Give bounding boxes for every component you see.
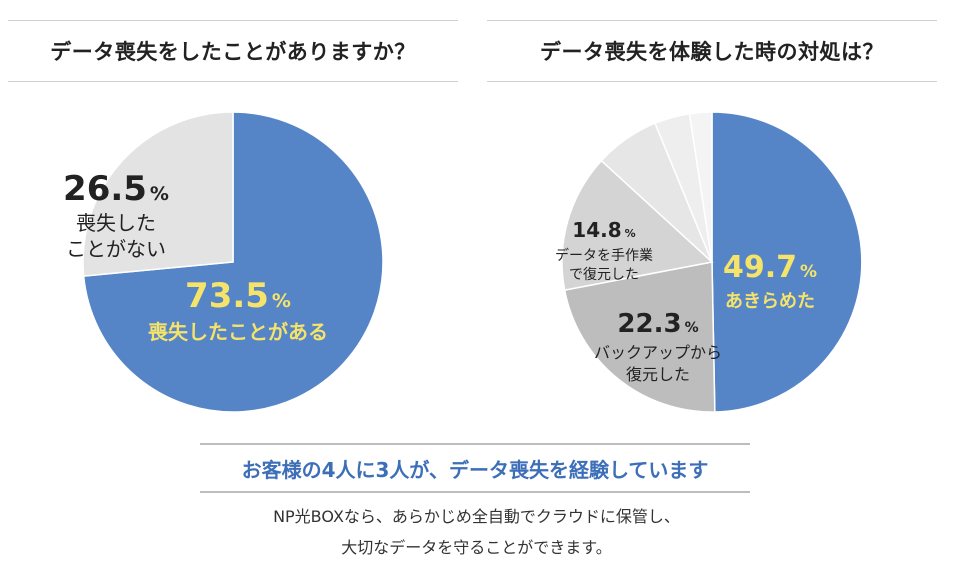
callout-banner: お客様の4人に3人が、データ喪失を経験しています [200,443,750,493]
right-chart-title: データ喪失を体験した時の対処は？ [487,20,937,82]
right-pie-slice-5 [688,111,713,263]
left-pie-slice-0-label-line-0: 喪失したことがある [148,320,328,344]
right-pie-slice-1-label-line-1: 復元した [626,365,690,384]
note-line-1: NP光BOXなら、あらかじめ全自動でクラウドに保管し、 [273,507,680,526]
right-pie-slice-0-percent: 49.7% [723,250,817,285]
left-chart-title: データ喪失をしたことがありますか？ [8,20,458,82]
left-pie-slice-0-percent: 73.5% [185,276,291,316]
right-chart-panel: データ喪失を体験した時の対処は？ 49.7% あきらめた 22.3% バックアップから… [487,20,937,413]
right-pie-slice-2-label-line-1: で復元した [569,266,639,283]
right-pie-slice-0-label-line-0: あきらめた [725,291,815,312]
right-pie-slice-1 [563,261,716,413]
right-pie-slice-2-label-line-0: データを手作業 [555,247,653,264]
right-pie-slice-0 [711,111,863,413]
left-pie-slice-1-percent: 26.5% [63,169,169,209]
left-pie-slice-1-label-line-1: ことがない [66,237,166,261]
right-pie-slice-1-label-line-0: バックアップから [594,343,722,362]
left-pie-slice-1-label-line-0: 喪失した [76,211,156,235]
note-line-2: 大切なデータを守ることができます。 [341,538,612,557]
left-pie-slice-1 [82,111,234,277]
right-pie-slice-1-percent: 22.3% [617,309,698,339]
right-pie-slice-2-percent: 14.8% [572,218,635,242]
left-chart-panel: データ喪失をしたことがありますか？ 73.5% 喪失したことがある 26.5% 喪失し… [8,20,458,413]
right-pie-slice-2 [561,159,714,291]
